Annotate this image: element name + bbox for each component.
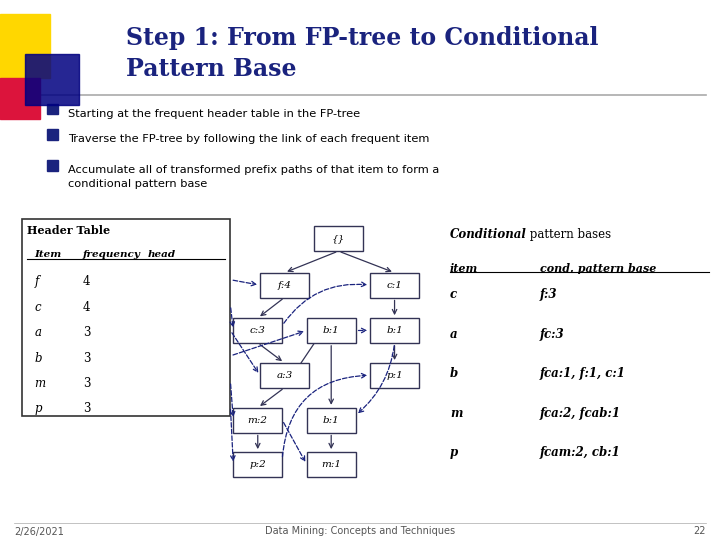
Bar	[47, 104, 58, 114]
Text: m: m	[450, 407, 462, 420]
Text: m:1: m:1	[321, 460, 341, 469]
Bar	[307, 452, 356, 477]
Text: m: m	[35, 377, 45, 390]
Bar	[314, 226, 363, 251]
Bar	[233, 452, 282, 477]
Bar	[370, 318, 419, 343]
Text: f:4: f:4	[277, 281, 292, 289]
Text: 3: 3	[83, 352, 90, 365]
Text: 22: 22	[693, 526, 706, 537]
Text: a: a	[35, 326, 42, 339]
Text: 4: 4	[83, 275, 90, 288]
Text: Accumulate all of transformed prefix paths of that item to form a
conditional pa: Accumulate all of transformed prefix pat…	[68, 165, 440, 189]
Text: Pattern Base: Pattern Base	[126, 57, 297, 80]
Text: p: p	[450, 446, 458, 459]
Text: 3: 3	[83, 377, 90, 390]
Text: b: b	[450, 367, 458, 380]
Text: fca:1, f:1, c:1: fca:1, f:1, c:1	[540, 367, 626, 380]
Bar	[22, 219, 230, 416]
Text: b:1: b:1	[323, 416, 340, 424]
Text: cond. pattern base: cond. pattern base	[540, 263, 657, 274]
Bar	[370, 273, 419, 298]
Bar	[233, 318, 282, 343]
Bar	[0, 78, 40, 119]
Text: m:2: m:2	[248, 416, 268, 424]
Text: fc:3: fc:3	[540, 328, 564, 341]
Bar	[370, 363, 419, 388]
Text: c:1: c:1	[387, 281, 402, 289]
Text: Step 1: From FP-tree to Conditional: Step 1: From FP-tree to Conditional	[126, 26, 598, 50]
Text: a: a	[450, 328, 458, 341]
Text: f: f	[35, 275, 39, 288]
Bar	[260, 363, 309, 388]
Text: p:1: p:1	[386, 371, 403, 380]
Text: b: b	[35, 352, 42, 365]
Bar	[25, 54, 79, 105]
Text: Item: Item	[35, 250, 62, 259]
Text: p:2: p:2	[249, 460, 266, 469]
Text: head: head	[148, 250, 176, 259]
Text: p: p	[35, 402, 42, 415]
Text: 3: 3	[83, 402, 90, 415]
Text: f:3: f:3	[540, 288, 557, 301]
Text: c: c	[450, 288, 457, 301]
Bar	[260, 273, 309, 298]
Text: c: c	[35, 301, 41, 314]
Text: frequency: frequency	[83, 250, 140, 259]
Text: c:3: c:3	[250, 326, 266, 335]
Bar	[307, 408, 356, 433]
Text: 3: 3	[83, 326, 90, 339]
Bar	[233, 408, 282, 433]
Text: Data Mining: Concepts and Techniques: Data Mining: Concepts and Techniques	[265, 526, 455, 537]
Text: item: item	[450, 263, 478, 274]
Text: fcam:2, cb:1: fcam:2, cb:1	[540, 446, 621, 459]
Text: b:1: b:1	[386, 326, 403, 335]
Text: b:1: b:1	[323, 326, 340, 335]
Text: 4: 4	[83, 301, 90, 314]
Bar	[307, 318, 356, 343]
Bar	[0, 14, 50, 78]
Bar	[47, 129, 58, 140]
Text: a:3: a:3	[276, 371, 292, 380]
Text: {}: {}	[332, 234, 345, 243]
Bar	[47, 160, 58, 171]
Text: fca:2, fcab:1: fca:2, fcab:1	[540, 407, 621, 420]
Text: 2/26/2021: 2/26/2021	[14, 526, 64, 537]
Text: pattern bases: pattern bases	[526, 228, 611, 241]
Text: Header Table: Header Table	[27, 225, 110, 236]
Text: Conditional: Conditional	[450, 228, 527, 241]
Text: Starting at the frequent header table in the FP-tree: Starting at the frequent header table in…	[68, 109, 361, 119]
Text: Traverse the FP-tree by following the link of each frequent item: Traverse the FP-tree by following the li…	[68, 134, 430, 144]
